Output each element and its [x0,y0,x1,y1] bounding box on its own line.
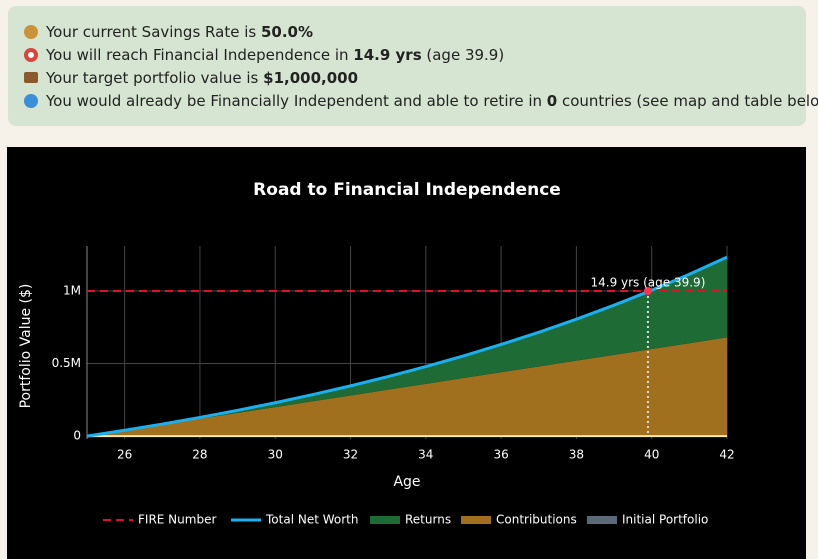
globe-icon [24,94,38,108]
summary-line: Your target portfolio value is $1,000,00… [45,69,358,87]
x-tick-label: 36 [493,448,508,462]
annotation-text: 14.9 yrs (age 39.9) [590,275,705,289]
icons [24,25,38,108]
annotation-marker [643,286,652,295]
summary-text: countries (see map and table below) [557,92,818,110]
x-tick-label: 30 [268,448,283,462]
summary-text: (age 39.9) [422,46,505,64]
summary-text: Your current Savings Rate is [45,23,261,41]
briefcase-icon [24,72,38,83]
target-center [28,52,34,58]
legend-label: Contributions [496,513,577,527]
x-tick-label: 28 [192,448,207,462]
area [87,257,727,437]
summary-line: You would already be Financially Indepen… [45,92,818,110]
x-tick-label: 34 [418,448,433,462]
legend-label: FIRE Number [138,513,216,527]
x-tick-label: 26 [117,448,132,462]
legend-label: Returns [405,513,451,527]
summary-value: 50.0% [261,23,313,41]
y-axis-label: Portfolio Value ($) [18,284,34,409]
line [86,255,728,438]
legend-swatch [461,516,491,524]
summary-box [8,6,806,126]
legend-label: Initial Portfolio [622,513,708,527]
x-tick-label: 42 [719,448,734,462]
summary-text: You will reach Financial Independence in [45,46,353,64]
legend-label: Total Net Worth [265,513,358,527]
x-tick-label: 38 [569,448,584,462]
chart-title: Road to Financial Independence [253,180,561,200]
summary-value: 14.9 yrs [353,46,421,64]
legend-swatch [587,516,617,524]
summary-text: You would already be Financially Indepen… [45,92,547,110]
money-icon [24,25,38,39]
y-tick-label: 1M [63,283,81,297]
summary-value: $1,000,000 [263,69,358,87]
summary-text: Your target portfolio value is [45,69,263,87]
summary-line: Your current Savings Rate is 50.0% [45,23,313,41]
x-tick-label: 32 [343,448,358,462]
summary-value: 0 [547,92,557,110]
summary-line: You will reach Financial Independence in… [45,46,504,64]
y-tick-label: 0.5M [52,356,81,370]
legend-swatch [370,516,400,524]
x-tick-label: 40 [644,448,659,462]
y-tick-label: 0 [73,429,81,443]
x-axis-label: Age [393,474,420,490]
